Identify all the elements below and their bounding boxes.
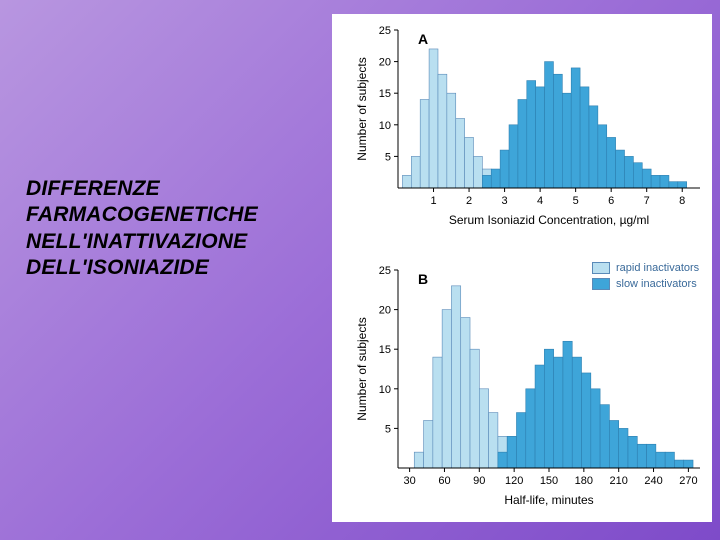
svg-text:Number of subjects: Number of subjects: [355, 57, 369, 160]
svg-text:6: 6: [608, 195, 614, 207]
svg-text:8: 8: [679, 195, 685, 207]
svg-text:2: 2: [466, 195, 472, 207]
svg-text:B: B: [418, 271, 428, 287]
chart-a-container: 5 10 15 20 25 1 2 3 4 5 6 7 8 Serum Isoniazid Concent…: [354, 20, 706, 230]
svg-text:1: 1: [430, 195, 436, 207]
svg-text:4: 4: [537, 195, 543, 207]
title-line-1: DIFFERENZE: [26, 176, 316, 202]
svg-text:3: 3: [502, 195, 508, 207]
svg-text:20: 20: [379, 57, 391, 69]
svg-text:Half-life, minutes: Half-life, minutes: [504, 493, 593, 507]
svg-text:7: 7: [644, 195, 650, 207]
figure-panel: 5 10 15 20 25 1 2 3 4 5 6 7 8 Serum Isoniazid Concent…: [332, 14, 712, 522]
chart-b-container: 5 10 15 20 25 30 60 90 120 150 180 210 240 270 Half-li…: [354, 260, 706, 510]
svg-text:Number of subjects: Number of subjects: [355, 317, 369, 420]
slide-title: DIFFERENZE FARMACOGENETICHE NELL'INATTIV…: [26, 176, 316, 281]
svg-text:25: 25: [379, 25, 391, 37]
svg-text:150: 150: [540, 475, 558, 487]
svg-text:210: 210: [610, 475, 628, 487]
svg-text:15: 15: [379, 88, 391, 100]
svg-text:90: 90: [473, 475, 485, 487]
svg-text:180: 180: [575, 475, 593, 487]
svg-text:270: 270: [679, 475, 697, 487]
svg-text:25: 25: [379, 265, 391, 277]
svg-text:Serum Isoniazid Concentration,: Serum Isoniazid Concentration, µg/ml: [449, 213, 649, 227]
svg-text:5: 5: [385, 423, 391, 435]
svg-text:15: 15: [379, 344, 391, 356]
svg-text:5: 5: [385, 151, 391, 163]
svg-text:10: 10: [379, 120, 391, 132]
chart-a: 5 10 15 20 25 1 2 3 4 5 6 7 8 Serum Isoniazid Concent…: [354, 20, 706, 230]
svg-text:20: 20: [379, 305, 391, 317]
svg-text:240: 240: [644, 475, 662, 487]
svg-text:10: 10: [379, 384, 391, 396]
title-line-4: DELL'ISONIAZIDE: [26, 255, 316, 281]
svg-text:5: 5: [573, 195, 579, 207]
svg-text:60: 60: [438, 475, 450, 487]
title-line-2: FARMACOGENETICHE: [26, 202, 316, 228]
svg-text:120: 120: [505, 475, 523, 487]
title-line-3: NELL'INATTIVAZIONE: [26, 229, 316, 255]
svg-text:A: A: [418, 31, 428, 47]
svg-text:30: 30: [403, 475, 415, 487]
chart-b: 5 10 15 20 25 30 60 90 120 150 180 210 240 270 Half-li…: [354, 260, 706, 510]
